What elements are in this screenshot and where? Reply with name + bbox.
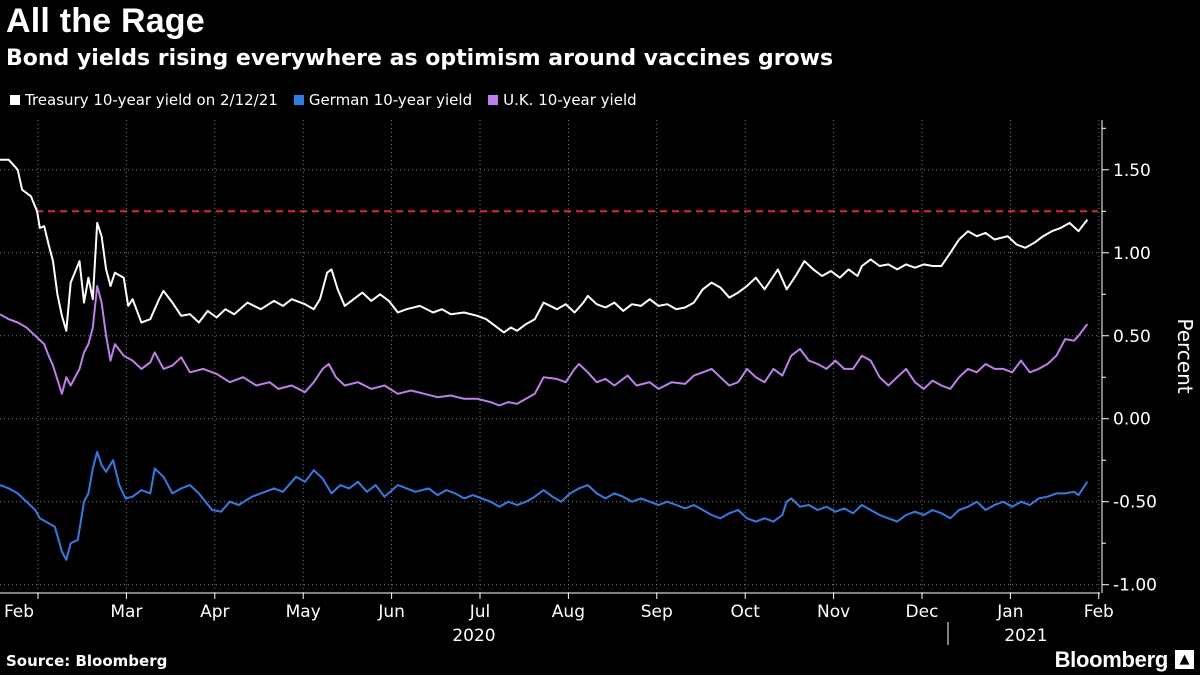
legend: Treasury 10-year yield on 2/12/21 German…: [10, 91, 637, 109]
x-tick-label: Feb: [4, 602, 34, 622]
y-tick-label: 1.50: [1113, 161, 1151, 181]
x-tick-label: Oct: [730, 602, 760, 622]
series-line-0: [0, 158, 1089, 334]
year-label: 2020: [452, 626, 495, 646]
source-note: Source: Bloomberg: [6, 652, 168, 670]
legend-item-treasury: Treasury 10-year yield on 2/12/21: [10, 91, 278, 109]
x-tick-label: Jun: [377, 602, 405, 622]
x-tick-label: Jul: [469, 602, 491, 622]
y-tick-label: -1.00: [1113, 576, 1157, 596]
x-tick-label: Aug: [552, 602, 585, 622]
series-line-1: [0, 450, 1089, 561]
legend-label-german: German 10-year yield: [308, 91, 473, 109]
x-tick-label: Sep: [641, 602, 673, 622]
x-tick-label: Mar: [110, 602, 142, 622]
legend-label-treasury: Treasury 10-year yield on 2/12/21: [25, 91, 278, 109]
legend-item-german: German 10-year yield: [293, 91, 473, 109]
chart-title: All the Rage: [6, 2, 205, 40]
legend-swatch-treasury: [10, 95, 20, 105]
legend-label-uk: U.K. 10-year yield: [503, 91, 637, 109]
x-tick-label: Jan: [996, 602, 1023, 622]
y-tick-label: 0.00: [1113, 410, 1151, 430]
y-tick-label: 1.00: [1113, 244, 1151, 264]
year-label: 2021: [1004, 626, 1047, 646]
x-tick-label: Feb: [1084, 602, 1114, 622]
series-line-2: [0, 285, 1089, 407]
y-axis-label: Percent: [1173, 318, 1197, 393]
x-tick-label: May: [286, 602, 321, 622]
y-tick-label: 0.50: [1113, 327, 1151, 347]
x-tick-label: Apr: [200, 602, 229, 622]
bloomberg-logo: Bloomberg: [1054, 647, 1169, 672]
legend-swatch-uk: [488, 95, 499, 105]
x-tick-label: Dec: [906, 602, 939, 622]
legend-swatch-german: [293, 95, 304, 105]
legend-item-uk: U.K. 10-year yield: [488, 91, 637, 109]
terminal-logo-icon: ▲: [1175, 650, 1194, 669]
y-tick-label: -0.50: [1113, 493, 1157, 513]
chart-subtitle: Bond yields rising everywhere as optimis…: [6, 46, 834, 71]
x-tick-label: Nov: [817, 602, 850, 622]
